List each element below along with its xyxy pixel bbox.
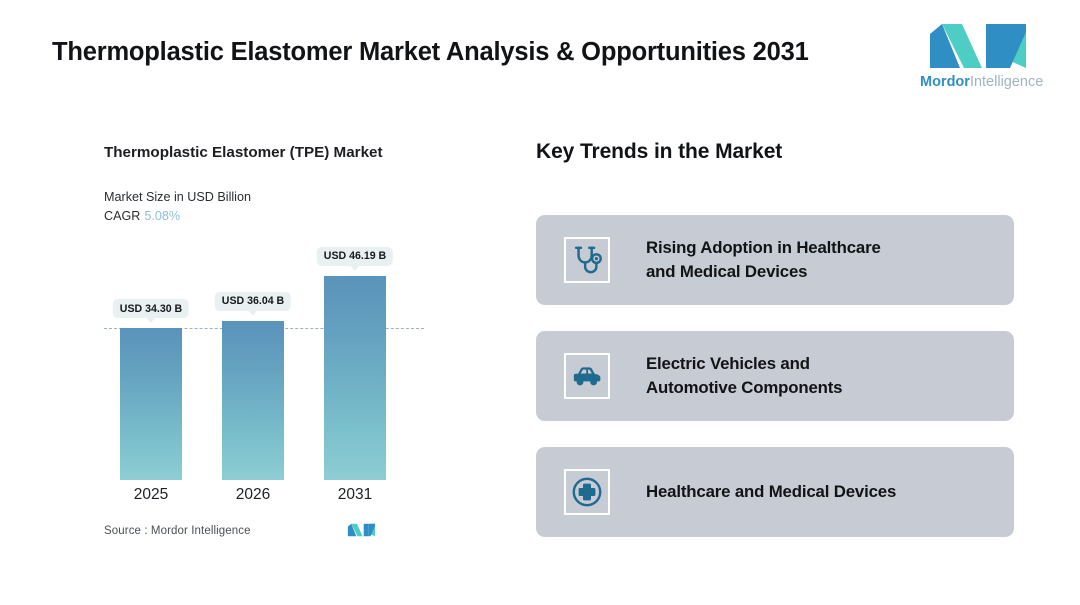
mordor-m-logo-icon [347, 523, 376, 537]
trend-card-line1: Rising Adoption in Healthcare [646, 238, 881, 257]
bar-group: USD 34.30 B 2025 [112, 230, 190, 503]
bar[interactable] [222, 320, 284, 480]
trend-card-line2: and Medical Devices [646, 262, 808, 281]
trend-card-line1: Electric Vehicles and [646, 354, 810, 373]
page-title: Thermoplastic Elastomer Market Analysis … [52, 38, 809, 66]
trend-icon-frame [564, 237, 610, 283]
chart-source-text: Source : Mordor Intelligence [104, 525, 251, 537]
trend-card-line2: Automotive Components [646, 378, 843, 397]
chart-title: Thermoplastic Elastomer (TPE) Market [104, 144, 383, 161]
mordor-m-logo-icon [930, 24, 1026, 68]
brand-word-secondary: Intelligence [969, 74, 1044, 90]
bar[interactable] [324, 275, 386, 480]
cagr-label: CAGR [104, 209, 141, 223]
stethoscope-icon [574, 246, 602, 274]
brand-logo: MordorIntelligence [920, 20, 1044, 100]
key-trends-panel: Key Trends in the Market Rising Adoption… [536, 130, 1036, 560]
trend-card-text: Electric Vehicles and Automotive Compone… [646, 352, 843, 400]
x-axis-tick-label: 2026 [235, 486, 271, 503]
cagr-value: 5.08% [144, 209, 181, 223]
chart-subtitle: Market Size in USD Billion [104, 190, 251, 204]
bar-group: USD 36.04 B 2026 [214, 230, 292, 503]
bar-group: USD 46.19 B 2031 [316, 230, 394, 503]
brand-wordmark: MordorIntelligence [920, 74, 1044, 90]
trend-card-healthcare-devices[interactable]: Healthcare and Medical Devices [536, 447, 1014, 537]
bar[interactable] [120, 328, 182, 480]
bar-chart-plot-area: USD 34.30 B 2025 USD 36.04 B 2026 USD 46… [104, 230, 424, 503]
trend-card-electric-vehicles[interactable]: Electric Vehicles and Automotive Compone… [536, 331, 1014, 421]
trend-card-healthcare-adoption[interactable]: Rising Adoption in Healthcare and Medica… [536, 215, 1014, 305]
medical-cross-circle-icon [572, 477, 602, 507]
trend-card-text: Healthcare and Medical Devices [646, 480, 896, 504]
trend-icon-frame [564, 469, 610, 515]
trend-icon-frame [564, 353, 610, 399]
bar-value-label: USD 46.19 B [316, 246, 394, 271]
bar-series: USD 34.30 B 2025 USD 36.04 B 2026 USD 46… [104, 230, 424, 503]
x-axis-tick-label: 2025 [133, 486, 169, 503]
page-header: Thermoplastic Elastomer Market Analysis … [0, 0, 1080, 120]
trend-card-line1: Healthcare and Medical Devices [646, 482, 897, 501]
bar-value-label: USD 34.30 B [112, 299, 190, 324]
x-axis-tick-label: 2031 [337, 486, 373, 503]
key-trends-heading: Key Trends in the Market [536, 140, 783, 163]
chart-panel: Thermoplastic Elastomer (TPE) Market Mar… [0, 130, 500, 560]
car-icon [573, 367, 601, 386]
brand-word-primary: Mordor [920, 74, 970, 90]
bar-value-label: USD 36.04 B [214, 291, 292, 316]
chart-cagr: CAGR 5.08% [104, 208, 180, 225]
trend-card-text: Rising Adoption in Healthcare and Medica… [646, 236, 881, 284]
